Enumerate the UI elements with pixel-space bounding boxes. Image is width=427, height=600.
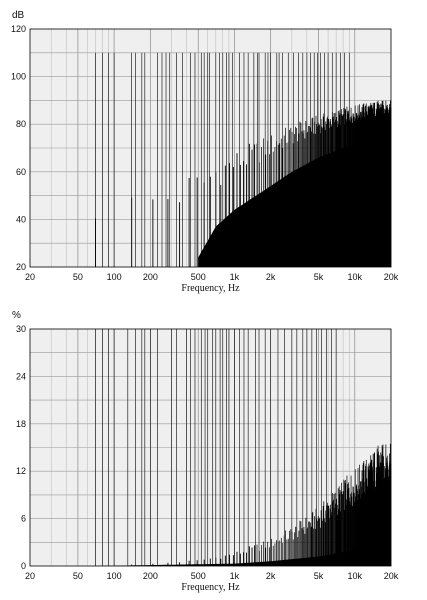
spectrum-db	[95, 52, 392, 267]
y-tick-label: 6	[21, 514, 26, 524]
x-tick-label: 2k	[266, 272, 276, 282]
spectrum-pct	[95, 329, 392, 566]
x-axis-label-db: Frequency, Hz	[181, 283, 240, 294]
x-tick-label: 500	[191, 272, 206, 282]
noise-floor-fill	[95, 546, 392, 566]
x-tick-label: 500	[191, 571, 206, 581]
x-tick-label: 50	[73, 272, 83, 282]
plot-frame-pct	[29, 328, 392, 567]
y-tick-label: 80	[16, 119, 26, 129]
ticks-db: 20 50 100 200 500 1k 2k 5k 10k 20k 20 40 60 80 100 120	[11, 24, 399, 282]
chart-db: 20 50 100 200 500 1k 2k 5k 10k 20k20406080100120 …	[11, 10, 399, 294]
y-tick-label: 60	[16, 167, 26, 177]
y-tick-label: 18	[16, 419, 26, 429]
x-tick-label: 1k	[230, 272, 240, 282]
y-tick-label: 120	[11, 24, 26, 34]
y-tick-label: 24	[16, 371, 26, 381]
x-tick-label: 20	[25, 571, 35, 581]
x-tick-label: 200	[143, 571, 158, 581]
noise-floor-fill	[198, 138, 391, 267]
plot-frame-db	[29, 28, 392, 268]
y-tick-label: 100	[11, 72, 26, 82]
x-tick-label: 1k	[230, 571, 240, 581]
x-tick-label: 100	[107, 571, 122, 581]
x-tick-label: 5k	[314, 272, 324, 282]
x-tick-label: 10k	[348, 571, 363, 581]
y-tick-label: 0	[21, 561, 26, 571]
x-axis-label-pct: Frequency, Hz	[181, 582, 240, 593]
y-tick-label: 30	[16, 324, 26, 334]
x-tick-label: 20k	[384, 272, 399, 282]
x-tick-label: 20k	[384, 571, 399, 581]
x-tick-label: 20	[25, 272, 35, 282]
x-tick-label: 5k	[314, 571, 324, 581]
x-tick-label: 50	[73, 571, 83, 581]
ticks-pct: 20 50 100 200 500 1k 2k 5k 10k 20k 0 6 12 18 24 30	[16, 324, 399, 581]
x-tick-label: 2k	[266, 571, 276, 581]
chart-pct: 20 50 100 200 500 1k 2k 5k 10k 20k 0 6 12 18 24 30 % Fr…	[12, 310, 399, 593]
x-tick-label: 200	[143, 272, 158, 282]
y-tick-label: 40	[16, 214, 26, 224]
unit-label-db: dB	[12, 10, 25, 21]
x-tick-label: 10k	[348, 272, 363, 282]
x-tick-label: 100	[107, 272, 122, 282]
y-tick-label: 20	[16, 262, 26, 272]
unit-label-pct: %	[12, 310, 21, 321]
y-tick-label: 12	[16, 466, 26, 476]
